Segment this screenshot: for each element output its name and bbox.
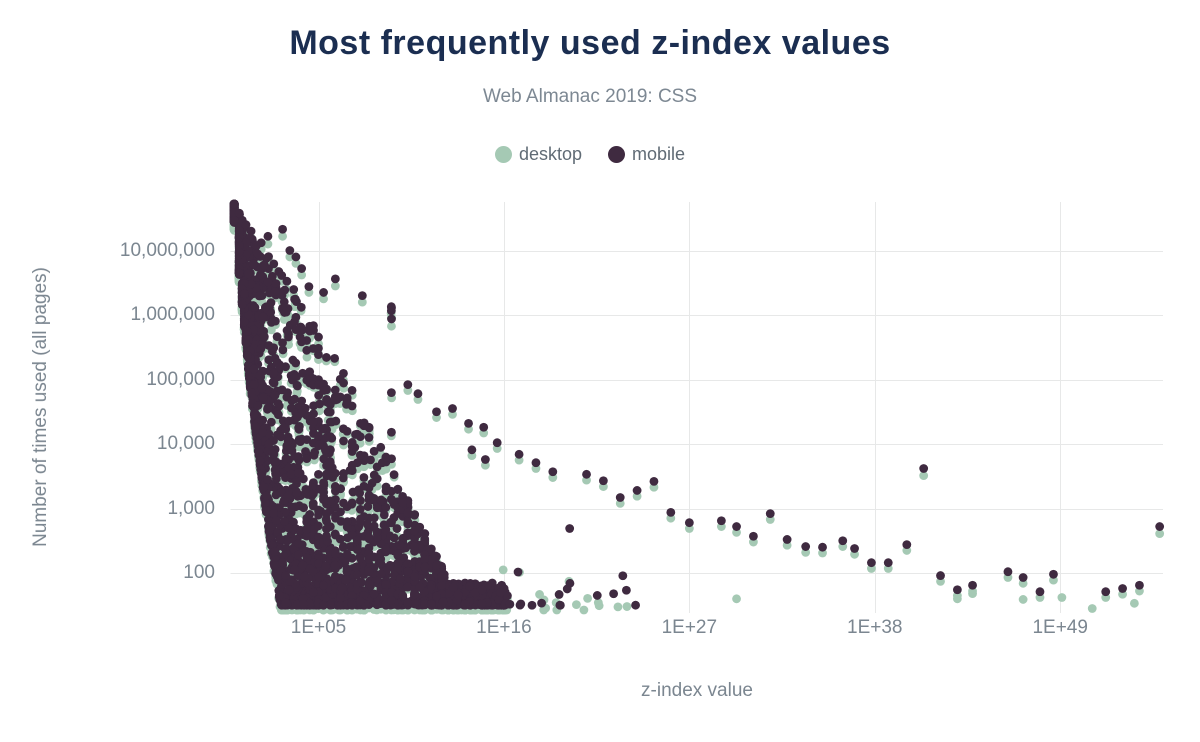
x-axis-tick-label: 1E+38: [847, 617, 903, 638]
mobile-marker-icon: [608, 146, 625, 163]
x-axis-tick-label: 1E+49: [1032, 617, 1088, 638]
y-axis-tick-label: 1,000,000: [130, 304, 215, 325]
y-axis-tick-label: 10,000,000: [119, 239, 215, 261]
y-axis-tick-label: 1,000: [167, 497, 215, 519]
x-axis-tick-label: 1E+27: [661, 617, 718, 638]
x-axis-tick-label: 1E+16: [476, 617, 532, 638]
legend-item-desktop[interactable]: desktop: [494, 144, 582, 165]
chart-title: Most frequently used z-index values: [289, 24, 891, 62]
desktop-marker-icon: [494, 146, 512, 163]
x-axis-title: z-index value: [641, 680, 753, 701]
legend: desktop mobile: [0, 144, 1180, 165]
chart-subtitle: Web Almanac 2019: CSS: [482, 86, 698, 107]
y-axis-tick-label: 100,000: [146, 368, 215, 390]
legend-label-desktop: desktop: [518, 144, 582, 164]
legend-label-mobile: mobile: [632, 144, 686, 164]
legend-item-mobile[interactable]: mobile: [608, 144, 685, 165]
y-axis-tick-label: 10,000: [156, 433, 215, 454]
x-axis-tick-label: 1E+05: [290, 617, 347, 638]
y-axis-tick-label: 100: [183, 562, 215, 583]
